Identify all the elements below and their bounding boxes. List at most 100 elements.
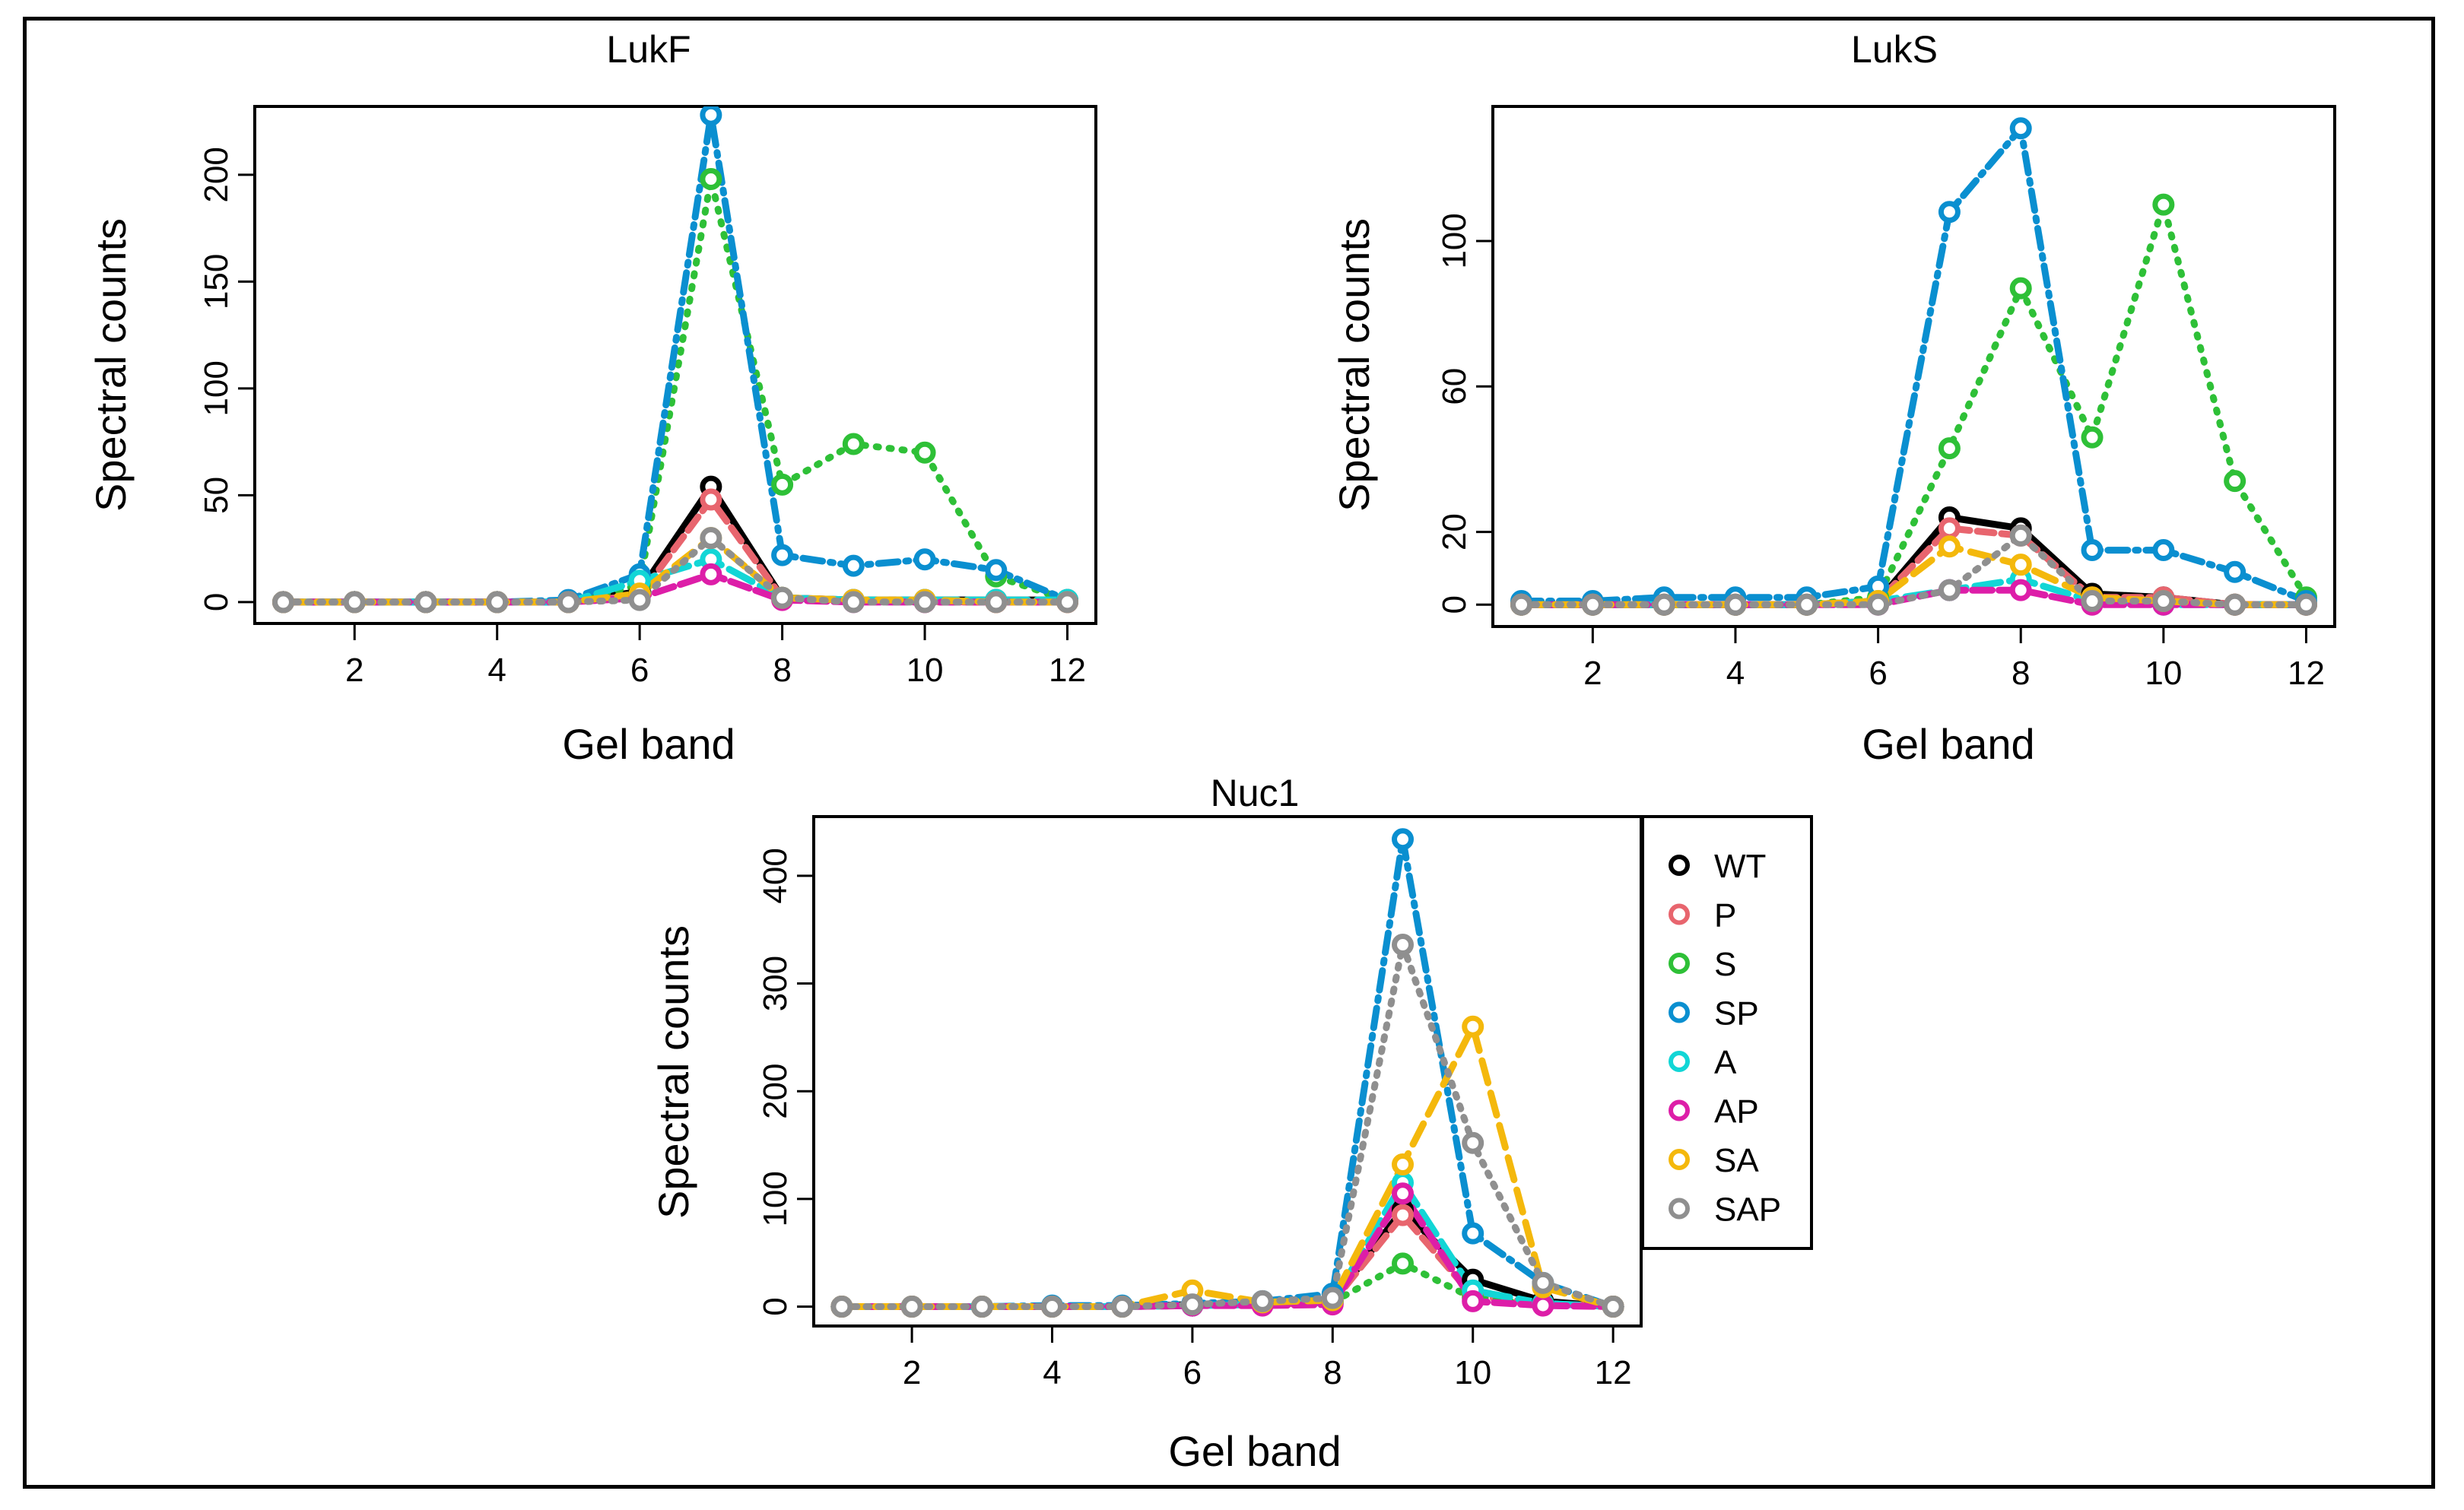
- data-point-sap: [1462, 1131, 1484, 1154]
- plot-box: [1491, 105, 2336, 628]
- x-tick-label: 10: [1454, 1354, 1491, 1391]
- data-point-s: [1938, 437, 1961, 460]
- panel-nuc1: Nuc1 Gel band Spectral counts 2 4 6 8 10 12 0 1…: [649, 772, 1643, 1475]
- x-axis-label: Gel band: [1168, 1427, 1341, 1475]
- data-point-sp: [2152, 539, 2175, 562]
- series-line-sap: [1518, 531, 2310, 608]
- x-tick-label: 12: [1049, 652, 1086, 689]
- data-point-sap: [1938, 579, 1961, 601]
- data-point-sp: [2081, 539, 2104, 562]
- y-tick-label: 100: [1436, 213, 1473, 268]
- data-point-sap: [1581, 593, 1604, 616]
- y-tick-label: 0: [1436, 595, 1473, 614]
- data-point-sa: [1462, 1015, 1484, 1038]
- data-point-s: [2224, 470, 2246, 493]
- series-line-ap: [838, 1190, 1617, 1310]
- y-tick-label: 60: [1436, 368, 1473, 405]
- x-tick-label: 12: [1595, 1354, 1632, 1391]
- panel-title: Nuc1: [1211, 772, 1300, 814]
- data-point-sap: [771, 586, 794, 609]
- data-point-sap: [970, 1296, 993, 1318]
- data-point-ap: [1462, 1290, 1484, 1312]
- data-point-sa: [1938, 535, 1961, 558]
- legend-label: A: [1714, 1044, 1737, 1081]
- data-point-sap: [1392, 934, 1415, 956]
- data-point-sp: [700, 106, 722, 126]
- data-point-sap: [628, 588, 651, 611]
- legend-label: SA: [1714, 1142, 1759, 1179]
- data-point-sp: [771, 544, 794, 566]
- x-tick-label: 4: [487, 652, 506, 689]
- data-point-sap: [985, 591, 1008, 614]
- x-tick-label: 12: [2288, 655, 2325, 692]
- data-point-sp: [1462, 1222, 1484, 1245]
- panel-title: LukS: [1851, 28, 1938, 71]
- data-point-sap: [1867, 593, 1890, 616]
- data-point-s: [771, 473, 794, 496]
- data-point-p: [1392, 1204, 1415, 1226]
- data-point-sp: [1938, 201, 1961, 224]
- legend-marker-a: [1669, 1051, 1690, 1072]
- data-point-sap: [486, 591, 509, 614]
- legend-label: AP: [1714, 1093, 1759, 1131]
- data-point-sap: [1321, 1286, 1344, 1309]
- legend-marker-wt: [1669, 855, 1690, 876]
- y-tick-label: 100: [757, 1171, 794, 1226]
- data-point-ap: [1532, 1294, 1554, 1317]
- data-point-sap: [1653, 593, 1675, 616]
- data-point-sp: [985, 559, 1008, 582]
- data-point-sap: [2152, 590, 2175, 613]
- y-tick-label: 50: [198, 477, 235, 514]
- x-tick-label: 8: [1323, 1354, 1342, 1391]
- data-point-ap: [700, 563, 722, 585]
- legend-marker-sp: [1669, 1001, 1690, 1023]
- data-point-sap: [1724, 593, 1747, 616]
- legend: WT PS SP A AP SA SAP: [1641, 815, 1813, 1250]
- data-point-s: [2081, 426, 2104, 449]
- data-point-s: [1392, 1252, 1415, 1275]
- legend-marker-s: [1669, 953, 1690, 974]
- data-point-p: [1938, 517, 1961, 540]
- legend-label: SAP: [1714, 1191, 1781, 1229]
- data-point-s: [2152, 193, 2175, 216]
- x-tick-label: 8: [773, 652, 791, 689]
- data-point-sap: [2081, 590, 2104, 613]
- figure-border: [23, 17, 2435, 1489]
- y-tick-label: 400: [757, 848, 794, 903]
- data-point-ap: [2009, 579, 2032, 601]
- legend-marker-sa: [1669, 1149, 1690, 1170]
- data-point-sap: [900, 1296, 923, 1318]
- x-tick-label: 8: [2012, 655, 2030, 692]
- y-tick-label: 300: [757, 956, 794, 1011]
- data-point-sap: [842, 591, 865, 614]
- data-point-sap: [271, 591, 294, 614]
- data-point-sa: [1392, 1153, 1415, 1176]
- data-point-sap: [830, 1296, 853, 1318]
- data-point-p: [700, 488, 722, 511]
- legend-marker-p: [1669, 903, 1690, 925]
- data-point-sap: [1056, 591, 1079, 614]
- data-point-sap: [1181, 1293, 1204, 1316]
- legend-label: S: [1714, 946, 1736, 983]
- x-tick-label: 10: [2145, 655, 2182, 692]
- y-tick-label: 150: [198, 254, 235, 309]
- data-point-sp: [2009, 117, 2032, 140]
- x-tick-label: 2: [903, 1354, 921, 1391]
- series-line-sap: [280, 535, 1071, 606]
- data-point-sap: [1532, 1271, 1554, 1294]
- x-tick-label: 4: [1043, 1354, 1061, 1391]
- series-layer: [1510, 117, 2317, 616]
- data-point-sap: [1796, 593, 1818, 616]
- x-tick-label: 6: [1183, 1354, 1202, 1391]
- data-point-sap: [913, 591, 936, 614]
- x-tick-label: 2: [345, 652, 364, 689]
- x-tick-label: 6: [1869, 655, 1887, 692]
- plot-box: [253, 105, 1097, 625]
- y-tick-label: 200: [198, 147, 235, 202]
- series-line-sa: [838, 1023, 1617, 1310]
- y-tick-label: 20: [1436, 513, 1473, 550]
- y-axis-label: Spectral counts: [1330, 218, 1378, 512]
- legend-label: SP: [1714, 995, 1759, 1033]
- legend-marker-ap: [1669, 1099, 1690, 1121]
